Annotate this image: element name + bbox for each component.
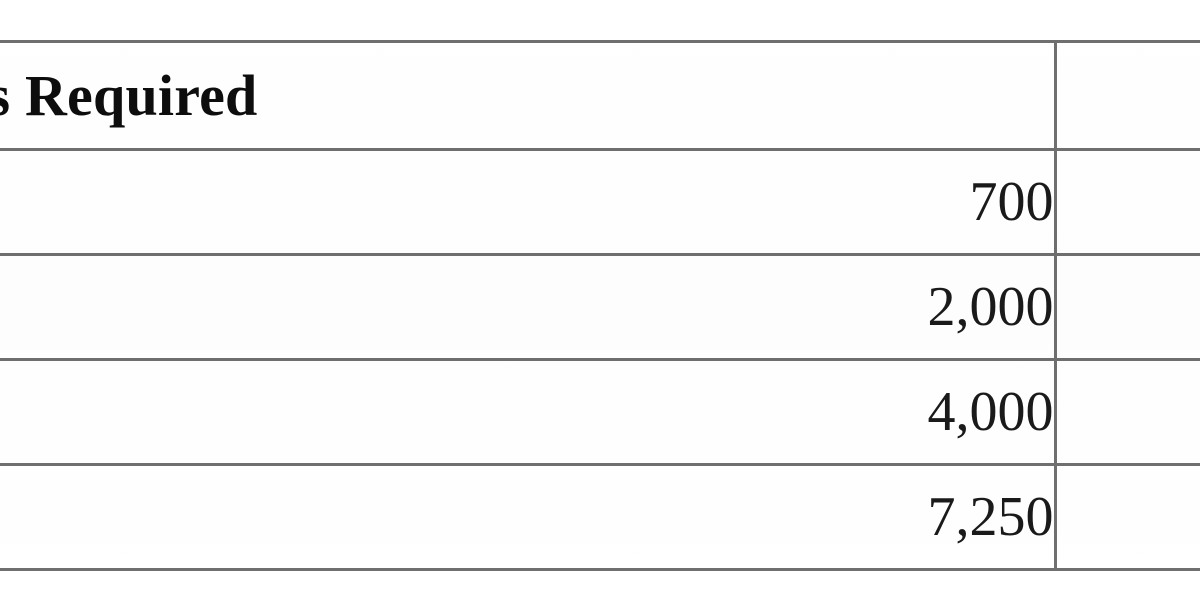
points-required-table: oints Required 700 2,000 4,000 bbox=[0, 40, 1200, 571]
cell-points-required: 2,000 bbox=[0, 253, 1057, 361]
cell-blank bbox=[1055, 358, 1200, 466]
cell-blank bbox=[1055, 253, 1200, 361]
table-row: 2,000 bbox=[0, 253, 1200, 361]
table-header-row: oints Required bbox=[0, 40, 1200, 151]
cell-blank bbox=[1055, 148, 1200, 256]
table-row: 700 bbox=[0, 148, 1200, 256]
column-header-blank bbox=[1055, 40, 1200, 151]
cell-blank bbox=[1055, 463, 1200, 571]
table-header: oints Required bbox=[0, 40, 1200, 151]
table-body: 700 2,000 4,000 7,250 bbox=[0, 148, 1200, 571]
table-row: 4,000 bbox=[0, 358, 1200, 466]
cell-points-required: 7,250 bbox=[0, 463, 1057, 571]
table-clip-region: oints Required 700 2,000 4,000 bbox=[0, 40, 1200, 571]
cell-points-required: 700 bbox=[0, 148, 1057, 256]
cell-points-required: 4,000 bbox=[0, 358, 1057, 466]
table-row: 7,250 bbox=[0, 463, 1200, 571]
column-header-points-required: oints Required bbox=[0, 40, 1057, 151]
